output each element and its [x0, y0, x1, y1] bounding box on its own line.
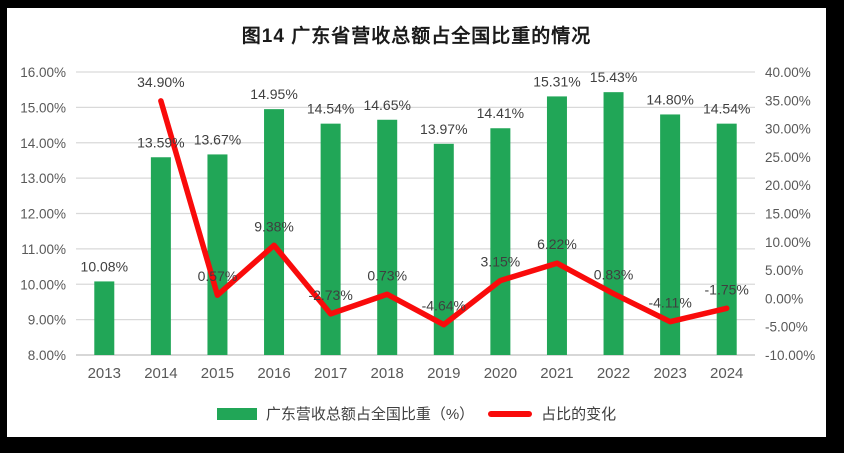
bar: [320, 123, 341, 356]
bar-data-label: 14.95%: [250, 86, 297, 102]
left-axis-tick-label: 13.00%: [20, 171, 66, 186]
legend-item-line-series: 占比的变化: [488, 403, 616, 424]
line-data-label: 6.22%: [537, 236, 577, 252]
left-axis-tick-label: 8.00%: [28, 348, 66, 363]
x-axis-category-label: 2013: [88, 365, 121, 382]
bar-data-label: 14.65%: [363, 97, 410, 113]
right-axis-tick-label: 10.00%: [765, 235, 811, 250]
x-axis-category-label: 2017: [314, 365, 347, 382]
right-axis-tick-label: 30.00%: [765, 122, 811, 137]
line-data-label: 0.57%: [198, 268, 238, 284]
bar: [94, 281, 115, 355]
gridlines: [76, 71, 755, 356]
x-axis-category-label: 2021: [540, 365, 573, 382]
line-data-label: 0.73%: [367, 267, 407, 283]
bar-data-label: 13.97%: [420, 121, 467, 137]
chart-background: [7, 8, 826, 437]
line-data-label: 0.83%: [594, 267, 634, 283]
bar-series: [94, 92, 737, 356]
line-data-label: 3.15%: [481, 254, 521, 270]
x-axis-category-label: 2023: [653, 365, 686, 382]
bar: [660, 114, 681, 355]
right-axis-tick-label: 35.00%: [765, 93, 811, 108]
left-axis-tick-label: 16.00%: [20, 65, 66, 80]
right-axis-tick-label: 20.00%: [765, 178, 811, 193]
left-axis-tick-label: 14.00%: [20, 136, 66, 151]
chart-legend: 广东营收总额占全国比重（%） 占比的变化: [7, 403, 826, 424]
bar-data-label: 13.67%: [194, 131, 241, 147]
bar-series-label: 广东营收总额占全国比重（%）: [265, 406, 475, 423]
bar: [716, 123, 737, 356]
right-axis-tick-label: 0.00%: [765, 291, 803, 306]
left-axis-tick-label: 10.00%: [20, 277, 66, 292]
x-axis-category-label: 2018: [371, 365, 404, 382]
x-axis-labels: 2013 2014 2015 2016 2017 2018 2019 2020 2021 2022…: [88, 365, 744, 382]
bar: [207, 154, 228, 355]
right-axis-tick-label: 25.00%: [765, 150, 811, 165]
line-data-label: -4.11%: [648, 295, 691, 311]
line-data-labels: 34.90% 0.57% 9.38% -2.73% 0.73% -4.64% 3.15% 6.…: [137, 74, 749, 314]
x-axis-category-label: 2022: [597, 365, 630, 382]
bar-data-label: 10.08%: [81, 258, 128, 274]
bar-data-label: 14.54%: [703, 101, 750, 117]
bar: [433, 143, 454, 355]
bar: [490, 128, 511, 355]
bar-data-label: 14.80%: [646, 91, 693, 107]
right-axis-tick-label: -5.00%: [765, 320, 808, 335]
x-axis-category-label: 2016: [257, 365, 290, 382]
right-axis-tick-label: 40.00%: [765, 65, 811, 80]
bar: [150, 157, 171, 355]
line-series: [158, 98, 730, 328]
line-data-label: -2.73%: [308, 287, 352, 303]
left-axis-tick-label: 15.00%: [20, 100, 66, 115]
line-data-label: -1.75%: [705, 281, 749, 297]
legend-item-bar-series: 广东营收总额占全国比重（%）: [216, 403, 475, 424]
line-data-label: 9.38%: [254, 218, 294, 234]
left-axis-labels: 16.00% 15.00% 14.00% 13.00% 12.00% 11.00% 10.0…: [20, 65, 66, 363]
bar: [546, 96, 567, 355]
x-axis-category-label: 2014: [144, 365, 177, 382]
chart-title: 图14 广东省营收总额占全国比重的情况: [241, 26, 592, 47]
bar: [603, 92, 624, 355]
bar-data-label: 13.59%: [137, 134, 184, 150]
line-data-label: 34.90%: [137, 74, 184, 90]
left-axis-tick-label: 11.00%: [21, 242, 66, 257]
bar-data-label: 15.43%: [590, 69, 637, 85]
right-axis-tick-label: 5.00%: [765, 263, 803, 278]
x-axis-category-label: 2020: [484, 365, 517, 382]
right-axis-tick-label: 15.00%: [765, 207, 811, 222]
x-axis-category-label: 2019: [427, 365, 460, 382]
line-data-label: -4.64%: [422, 298, 466, 314]
bar: [377, 119, 398, 355]
left-axis-tick-label: 12.00%: [20, 207, 66, 222]
left-axis-tick-label: 9.00%: [28, 313, 66, 328]
x-axis-category-label: 2015: [201, 365, 234, 382]
bar-data-labels: 10.08% 13.59% 13.67% 14.95% 14.54% 14.65% 13.9…: [81, 69, 751, 274]
bar-data-label: 14.54%: [307, 101, 354, 117]
bar-series-swatch-icon: [216, 407, 257, 420]
x-axis-category-label: 2024: [710, 365, 743, 382]
bar-data-label: 15.31%: [533, 73, 580, 89]
bar: [264, 109, 285, 355]
right-axis-tick-label: -10.00%: [765, 348, 815, 363]
line-series-label: 占比的变化: [541, 406, 617, 423]
line-series-swatch-icon: [488, 410, 533, 417]
right-axis-labels: 40.00% 35.00% 30.00% 25.00% 20.00% 15.00% 10.0…: [765, 65, 815, 363]
bar-data-label: 14.41%: [477, 105, 524, 121]
